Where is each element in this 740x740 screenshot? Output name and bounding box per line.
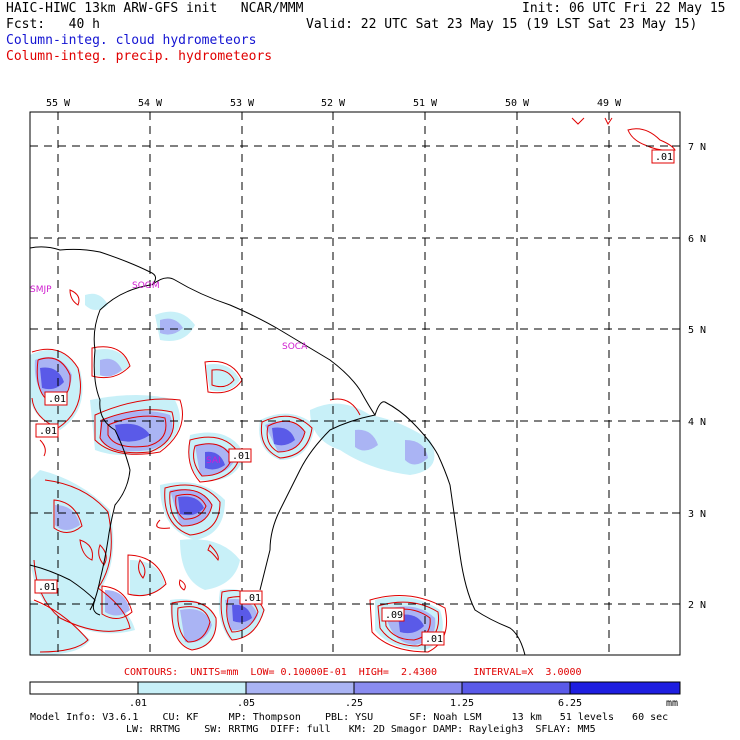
colorbar-tick: 6.25 (558, 698, 582, 709)
model-title: HAIC-HIWC 13km ARW-GFS init NCAR/MMM (6, 1, 304, 16)
colorbar-bin (29, 681, 139, 695)
forecast-hour: Fcst: 40 h (6, 17, 100, 32)
lat-label: 6 N (688, 234, 706, 245)
station-label: SAI (206, 456, 221, 466)
model-info-line1: Model Info: V3.6.1 CU: KF MP: Thompson P… (30, 712, 669, 723)
lat-label: 7 N (688, 142, 706, 153)
contour-label: .01 (243, 593, 261, 604)
init-time: Init: 06 UTC Fri 22 May 15 (522, 1, 726, 16)
field-cloud-label: Column-integ. cloud hydrometeors (6, 33, 257, 48)
contour-label: .01 (48, 394, 66, 405)
model-info-line2: LW: RRTMG SW: RRTMG DIFF: full KM: 2D Sm… (126, 724, 596, 735)
cloud-shading-dark (40, 367, 424, 634)
contour-label: .01 (38, 582, 56, 593)
lon-label: 52 W (321, 98, 346, 109)
lon-label: 51 W (413, 98, 438, 109)
lat-label: 3 N (688, 509, 706, 520)
lon-label: 55 W (46, 98, 71, 109)
station-labels: SMJP SOOM SOCA SAI (30, 281, 308, 466)
contour-label: .01 (232, 451, 250, 462)
colorbar (29, 681, 681, 695)
colorbar-bin (245, 681, 355, 695)
contour-labels: .01 .01 .01 .01 .01 .09 .01 .01 (34, 149, 675, 646)
colorbar-tick: .01 (129, 698, 147, 709)
lon-label: 49 W (597, 98, 622, 109)
valid-time: Valid: 22 UTC Sat 23 May 15 (19 LST Sat … (306, 17, 698, 32)
contour-label: .01 (655, 152, 673, 163)
lon-label: 53 W (230, 98, 255, 109)
colorbar-tick: 1.25 (450, 698, 474, 709)
lon-label: 54 W (138, 98, 163, 109)
lon-labels: 55 W 54 W 53 W 52 W 51 W 50 W 49 W (46, 98, 622, 109)
precip-contours (31, 117, 676, 653)
colorbar-ticks: .01 .05 .25 1.25 6.25 mm (129, 698, 678, 709)
lat-label: 2 N (688, 600, 706, 611)
colorbar-bin (137, 681, 247, 695)
contour-label: .01 (425, 634, 443, 645)
station-label: SMJP (30, 285, 52, 295)
lat-label: 4 N (688, 417, 706, 428)
map-frame (29, 111, 681, 656)
colorbar-bin (461, 681, 571, 695)
lon-label: 50 W (505, 98, 530, 109)
lat-labels: 7 N 6 N 5 N 4 N 3 N 2 N (688, 142, 706, 611)
lat-label: 5 N (688, 325, 706, 336)
station-label: SOOM (132, 281, 160, 291)
contours-info: CONTOURS: UNITS=mm LOW= 0.10000E-01 HIGH… (124, 667, 582, 678)
contour-label: .01 (39, 426, 57, 437)
contour-label: .09 (385, 610, 403, 621)
colorbar-tick: .05 (237, 698, 255, 709)
colorbar-bin (353, 681, 463, 695)
latlon-grid (30, 112, 680, 655)
colorbar-unit: mm (666, 698, 678, 709)
station-label: SOCA (282, 342, 308, 352)
colorbar-tick: .25 (345, 698, 363, 709)
colorbar-bin (569, 681, 681, 695)
field-precip-label: Column-integ. precip. hydrometeors (6, 49, 273, 64)
